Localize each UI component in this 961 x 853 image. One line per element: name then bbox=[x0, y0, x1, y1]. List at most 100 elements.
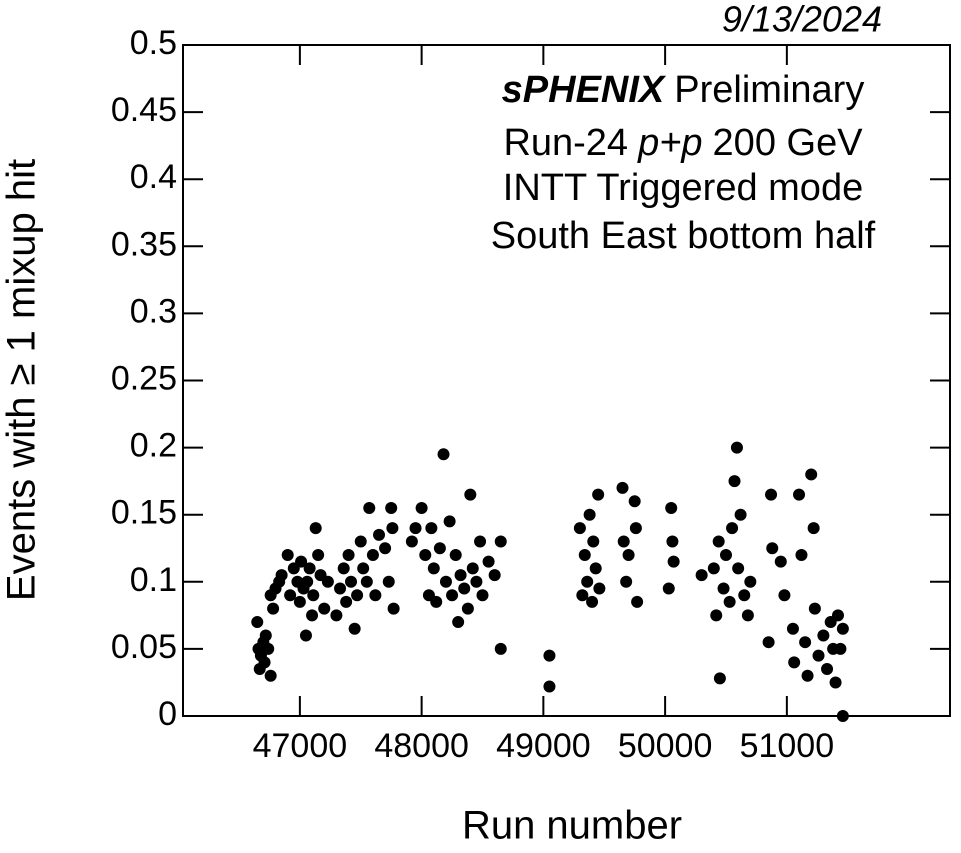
annotation: sPHENIX Preliminary bbox=[502, 69, 865, 111]
point bbox=[387, 602, 400, 615]
point bbox=[295, 555, 308, 568]
point bbox=[330, 609, 343, 622]
point bbox=[454, 569, 467, 582]
annotation-part: Preliminary bbox=[674, 69, 864, 111]
point bbox=[812, 649, 825, 662]
point bbox=[494, 535, 507, 548]
point bbox=[275, 569, 288, 582]
point bbox=[666, 535, 679, 548]
point bbox=[766, 542, 779, 555]
point bbox=[419, 548, 432, 561]
point bbox=[312, 548, 325, 561]
point bbox=[262, 642, 275, 655]
point bbox=[578, 548, 591, 561]
point bbox=[734, 508, 747, 521]
x-tick-label: 51000 bbox=[740, 727, 835, 765]
point bbox=[340, 595, 353, 608]
y-tick-label: 0.45 bbox=[111, 91, 177, 129]
point bbox=[369, 589, 382, 602]
point bbox=[464, 488, 477, 501]
y-tick-label: 0.15 bbox=[111, 494, 177, 532]
date: 9/13/2024 bbox=[722, 0, 882, 40]
point bbox=[373, 528, 386, 541]
point bbox=[382, 575, 395, 588]
point bbox=[433, 542, 446, 555]
point bbox=[345, 575, 358, 588]
point bbox=[592, 488, 605, 501]
point bbox=[593, 582, 606, 595]
point bbox=[386, 522, 399, 535]
point bbox=[801, 669, 814, 682]
point bbox=[788, 656, 801, 669]
point bbox=[667, 555, 680, 568]
point bbox=[710, 609, 723, 622]
point bbox=[786, 622, 799, 635]
point bbox=[293, 595, 306, 608]
y-tick-label: 0.25 bbox=[111, 359, 177, 397]
point bbox=[778, 589, 791, 602]
point bbox=[366, 548, 379, 561]
point bbox=[299, 629, 312, 642]
x-tick-label: 49000 bbox=[496, 727, 591, 765]
y-tick-label: 0.35 bbox=[111, 225, 177, 263]
point bbox=[795, 548, 808, 561]
annotation: INTT Triggered mode bbox=[503, 167, 863, 209]
point bbox=[385, 501, 398, 514]
point bbox=[799, 636, 812, 649]
point bbox=[834, 642, 847, 655]
point bbox=[543, 649, 556, 662]
point bbox=[425, 522, 438, 535]
point bbox=[665, 501, 678, 514]
point bbox=[617, 535, 630, 548]
point bbox=[774, 555, 787, 568]
point bbox=[836, 622, 849, 635]
point bbox=[337, 562, 350, 575]
point bbox=[586, 595, 599, 608]
point bbox=[405, 535, 418, 548]
point bbox=[466, 562, 479, 575]
point bbox=[622, 548, 635, 561]
point bbox=[318, 602, 331, 615]
point bbox=[334, 582, 347, 595]
x-tick-label: 48000 bbox=[374, 727, 469, 765]
point bbox=[357, 562, 370, 575]
point bbox=[712, 535, 725, 548]
point bbox=[628, 495, 641, 508]
point bbox=[379, 542, 392, 555]
point bbox=[264, 669, 277, 682]
point bbox=[836, 710, 849, 722]
point bbox=[452, 616, 465, 629]
point bbox=[437, 448, 450, 461]
point bbox=[543, 680, 556, 693]
point bbox=[587, 535, 600, 548]
point bbox=[829, 676, 842, 689]
point bbox=[581, 575, 594, 588]
point bbox=[309, 522, 322, 535]
point bbox=[807, 522, 820, 535]
point bbox=[348, 622, 361, 635]
annotation-part: INTT Triggered mode bbox=[503, 167, 863, 209]
point bbox=[446, 589, 459, 602]
point bbox=[301, 575, 314, 588]
annotation-part: Run-24 bbox=[503, 122, 628, 164]
point bbox=[707, 562, 720, 575]
point bbox=[351, 589, 364, 602]
point bbox=[808, 602, 821, 615]
point bbox=[717, 582, 730, 595]
y-tick-label: 0.4 bbox=[130, 158, 177, 196]
point bbox=[732, 562, 745, 575]
point bbox=[629, 522, 642, 535]
annotation: South East bottom half bbox=[491, 215, 876, 257]
point bbox=[470, 575, 483, 588]
point bbox=[583, 508, 596, 521]
x-axis-title: Run number bbox=[462, 804, 682, 848]
point bbox=[258, 656, 271, 669]
point bbox=[476, 589, 489, 602]
point bbox=[360, 575, 373, 588]
x-tick-label: 50000 bbox=[618, 727, 713, 765]
point bbox=[303, 562, 316, 575]
y-axis-title: Events with ≥ 1 mixup hit bbox=[0, 159, 44, 601]
point bbox=[821, 663, 834, 676]
y-tick-label: 0.3 bbox=[130, 292, 177, 330]
